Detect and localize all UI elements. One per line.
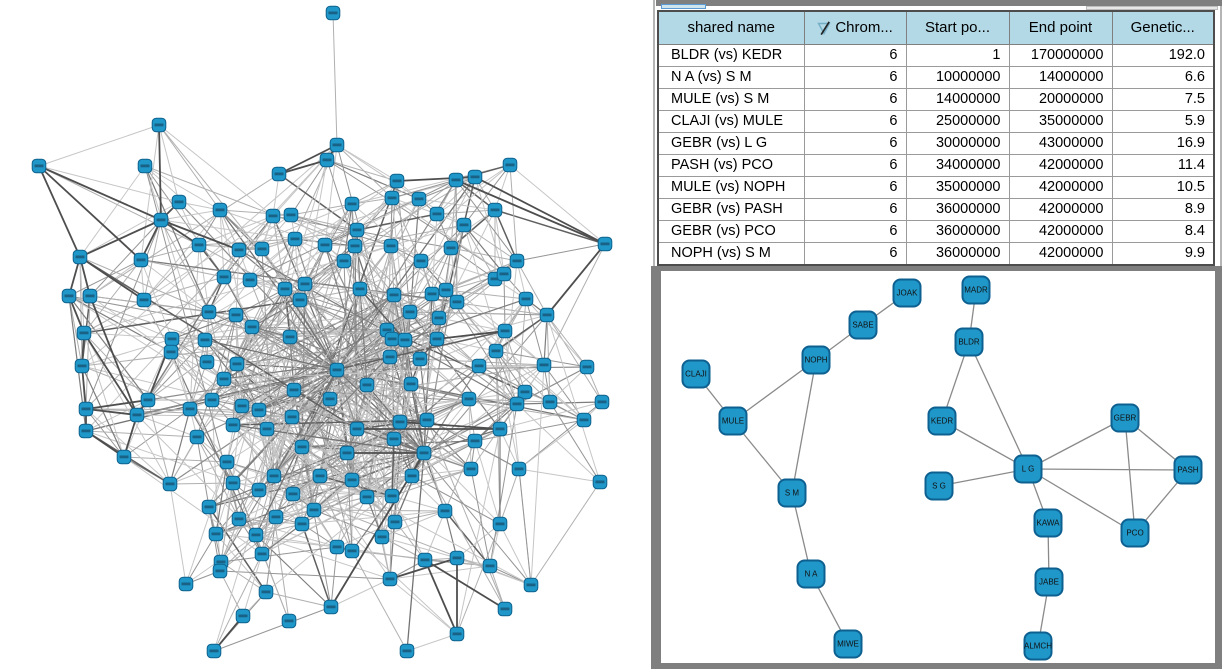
svg-text:MIWE: MIWE	[837, 640, 859, 649]
svg-text:MULE: MULE	[722, 417, 744, 426]
svg-text:SABE: SABE	[852, 321, 873, 330]
svg-text:NOPH: NOPH	[804, 356, 827, 365]
svg-text:S G: S G	[932, 482, 946, 491]
svg-text:JABE: JABE	[1039, 578, 1059, 587]
svg-text:KEDR: KEDR	[931, 417, 953, 426]
svg-text:KAWA: KAWA	[1037, 519, 1061, 528]
svg-text:ALMCH: ALMCH	[1024, 642, 1052, 651]
svg-text:S M: S M	[785, 489, 800, 498]
svg-text:PASH: PASH	[1177, 466, 1198, 475]
svg-text:N A: N A	[805, 570, 819, 579]
svg-text:GEBR: GEBR	[1114, 414, 1137, 423]
svg-text:CLAJI: CLAJI	[685, 370, 707, 379]
svg-text:JOAK: JOAK	[897, 289, 919, 298]
svg-text:PCO: PCO	[1126, 529, 1143, 538]
svg-text:MADR: MADR	[964, 286, 988, 295]
svg-text:BLDR: BLDR	[958, 338, 980, 347]
svg-text:L G: L G	[1022, 465, 1035, 474]
